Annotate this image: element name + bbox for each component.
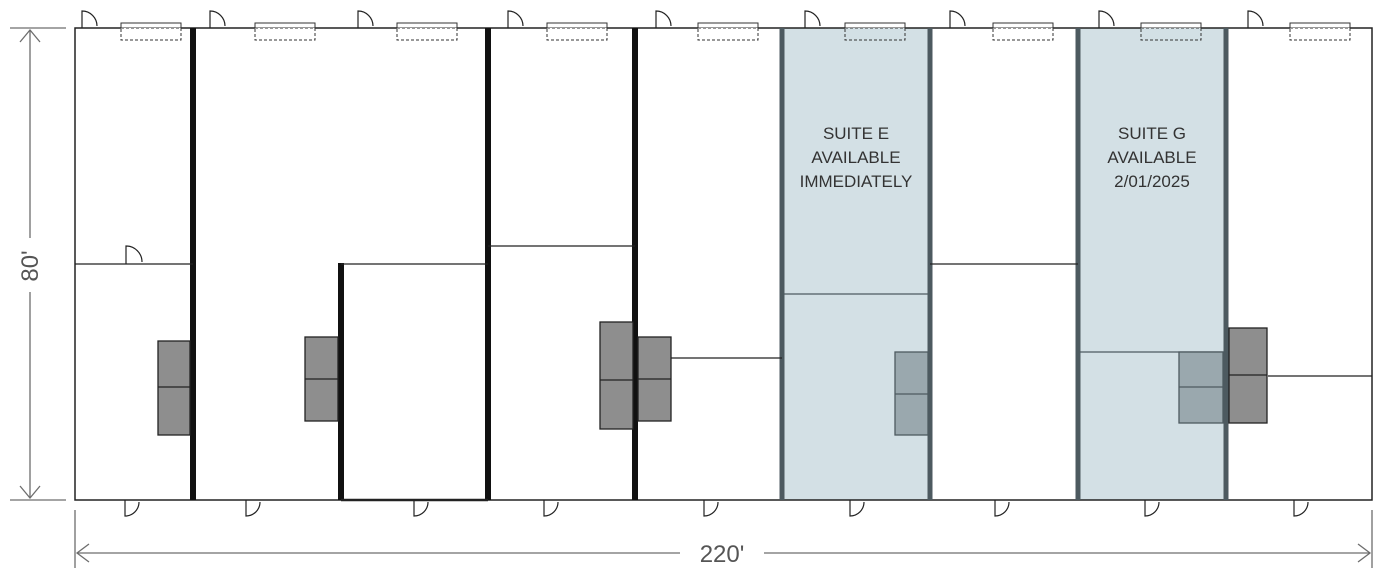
suite-g-status: AVAILABLE xyxy=(1107,148,1196,167)
front-doors xyxy=(81,10,1264,264)
suite-e-name: SUITE E xyxy=(823,124,889,143)
depth-dimension xyxy=(10,27,66,501)
width-label: 220' xyxy=(700,541,745,568)
depth-label: 80' xyxy=(17,250,44,281)
suite-g-name: SUITE G xyxy=(1118,124,1186,143)
suite-e-date: IMMEDIATELY xyxy=(800,172,913,191)
restroom-fixtures xyxy=(157,321,1268,436)
storefront-windows xyxy=(120,22,1351,41)
suite-e-label: SUITE E AVAILABLE IMMEDIATELY xyxy=(800,124,913,191)
suite-g-label: SUITE G AVAILABLE 2/01/2025 xyxy=(1107,124,1196,191)
width-dimension xyxy=(74,510,1373,568)
suite-g-area xyxy=(1078,28,1226,500)
suite-g-date: 2/01/2025 xyxy=(1114,172,1190,191)
suite-e-status: AVAILABLE xyxy=(811,148,900,167)
rear-doors xyxy=(124,500,1309,517)
